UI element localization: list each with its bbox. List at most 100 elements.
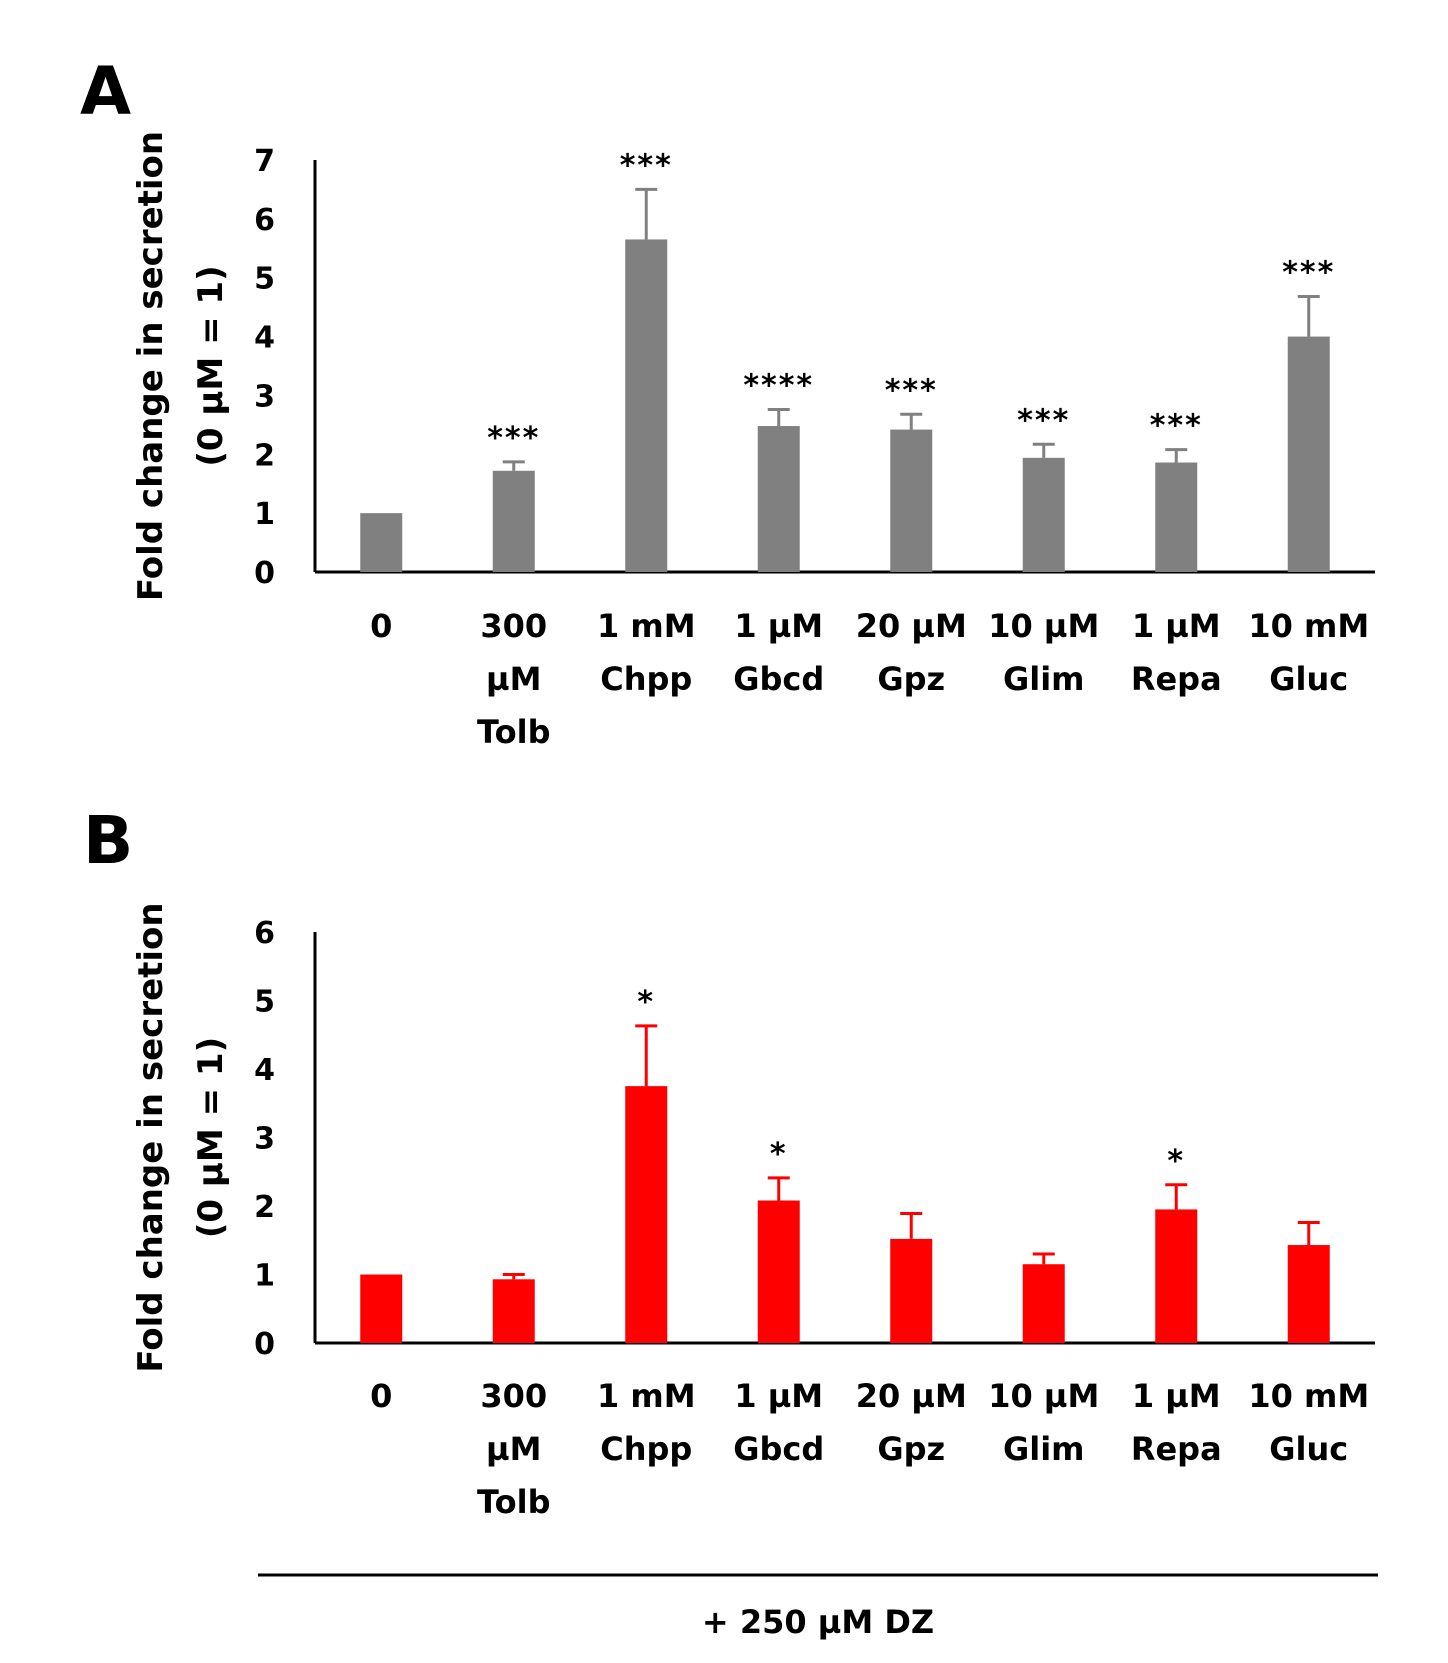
category-label-line: 300 <box>480 607 547 645</box>
bar <box>757 426 800 572</box>
category-label-line: 300 <box>480 1377 547 1415</box>
category-label-line: µM <box>486 660 541 698</box>
panel-b-axes <box>313 932 1375 1345</box>
panel-b-y-ticks: 0 1 2 3 4 5 6 <box>254 916 275 1362</box>
category-label: 1 mM Chpp <box>597 1377 696 1468</box>
category-label-line: 0 <box>370 607 392 645</box>
panel-a-axes <box>313 160 1375 574</box>
category-label-line: Gpz <box>877 1430 945 1468</box>
y-tick-label: 5 <box>254 262 275 297</box>
category-label: 300 µM Tolb <box>477 607 550 751</box>
panel-a-chart: A Fold change in secretion (0 µM = 1) 0 1 2… <box>80 53 1375 751</box>
y-tick-label: 0 <box>254 556 275 591</box>
bar <box>1155 462 1198 572</box>
category-label: 10 µM Glim <box>988 1377 1099 1468</box>
significance-marker: * <box>637 985 655 1020</box>
significance-marker: * <box>770 1137 788 1172</box>
significance-marker: *** <box>1282 256 1335 291</box>
y-tick-label: 4 <box>254 1053 275 1088</box>
bar <box>492 1279 535 1343</box>
bar <box>625 1086 668 1343</box>
category-label: 1 µM Repa <box>1131 1377 1222 1468</box>
y-axis-label-line: Fold change in secretion <box>131 902 171 1372</box>
category-label: 0 <box>370 607 392 645</box>
category-label: 10 µM Glim <box>988 607 1099 698</box>
y-tick-label: 2 <box>254 1190 275 1225</box>
panel-b-bars <box>360 1086 1330 1343</box>
category-label: 1 µM Gbcd <box>733 1377 824 1468</box>
category-label-line: 1 µM <box>1132 1377 1221 1415</box>
panel-a-y-axis-label: Fold change in secretion (0 µM = 1) <box>131 131 231 601</box>
category-label: 10 mM Gluc <box>1248 607 1369 698</box>
category-label-line: 1 µM <box>734 607 823 645</box>
panel-a-significance: ********** ****** ****** <box>487 148 1335 456</box>
bar <box>492 470 535 572</box>
category-label-line: Gluc <box>1269 1430 1348 1468</box>
y-axis-label-line: Fold change in secretion <box>131 131 171 601</box>
panel-b-error-bars <box>502 1024 1320 1280</box>
significance-marker: *** <box>620 148 673 183</box>
bar <box>890 1238 933 1343</box>
bar <box>1287 1245 1330 1343</box>
category-label-line: Gluc <box>1269 660 1348 698</box>
panel-a-category-labels: 0 300 µM Tolb 1 mM Chpp 1 µM Gbcd 20 µM Gpz 10 µM G… <box>370 607 1369 751</box>
significance-marker: *** <box>487 421 540 456</box>
panel-b-significance: * * * <box>637 985 1185 1179</box>
y-tick-label: 1 <box>254 1259 275 1294</box>
y-axis-label-line: (0 µM = 1) <box>191 1037 231 1238</box>
panel-a-label: A <box>80 53 131 130</box>
significance-marker: * <box>1167 1144 1185 1179</box>
panel-b-chart: B Fold change in secretion (0 µM = 1) 0 1 2… <box>83 802 1378 1641</box>
category-label-line: 1 µM <box>734 1377 823 1415</box>
category-label-line: 20 µM <box>856 1377 967 1415</box>
panel-a-y-ticks: 0 1 2 3 4 5 6 7 <box>254 144 275 591</box>
category-label-line: 1 µM <box>1132 607 1221 645</box>
category-label-line: Gbcd <box>733 660 824 698</box>
bar <box>1287 336 1330 572</box>
panel-b-category-labels: 0 300 µM Tolb 1 mM Chpp 1 µM Gbcd 20 µM Gpz 10 µM G… <box>370 1377 1369 1521</box>
category-label-line: Tolb <box>477 713 550 751</box>
panel-b-y-axis-label: Fold change in secretion (0 µM = 1) <box>131 902 231 1372</box>
category-label-line: 1 mM <box>597 1377 696 1415</box>
category-label-line: 10 µM <box>988 607 1099 645</box>
significance-marker: *** <box>885 373 938 408</box>
category-label-line: 0 <box>370 1377 392 1415</box>
category-label-line: Glim <box>1003 1430 1085 1468</box>
category-label-line: µM <box>486 1430 541 1468</box>
bar <box>1022 1264 1065 1343</box>
bar <box>360 513 403 572</box>
y-tick-label: 7 <box>254 144 275 179</box>
y-tick-label: 6 <box>254 203 275 238</box>
category-label: 1 mM Chpp <box>597 607 696 698</box>
y-tick-label: 5 <box>254 985 275 1020</box>
category-label: 1 µM Repa <box>1131 607 1222 698</box>
panel-b-label: B <box>83 802 133 879</box>
category-label: 20 µM Gpz <box>856 607 967 698</box>
category-label: 0 <box>370 1377 392 1415</box>
significance-marker: *** <box>1150 409 1203 444</box>
bar <box>360 1274 403 1343</box>
bar <box>625 239 668 572</box>
category-label-line: 20 µM <box>856 607 967 645</box>
category-label: 300 µM Tolb <box>477 1377 550 1521</box>
bar <box>890 429 933 572</box>
category-label-line: Glim <box>1003 660 1085 698</box>
category-label-line: 1 mM <box>597 607 696 645</box>
category-label-line: Tolb <box>477 1483 550 1521</box>
y-tick-label: 3 <box>254 379 275 414</box>
category-label-line: Repa <box>1131 660 1222 698</box>
y-tick-label: 1 <box>254 497 275 532</box>
y-tick-label: 6 <box>254 916 275 951</box>
panel-a-error-bars <box>502 187 1320 471</box>
bar <box>1022 457 1065 572</box>
category-label-line: Repa <box>1131 1430 1222 1468</box>
bar <box>1155 1209 1198 1343</box>
category-label-line: 10 µM <box>988 1377 1099 1415</box>
y-axis-label-line: (0 µM = 1) <box>191 265 231 466</box>
significance-marker: *** <box>1017 403 1070 438</box>
category-label: 10 mM Gluc <box>1248 1377 1369 1468</box>
y-tick-label: 4 <box>254 321 275 356</box>
category-label-line: Chpp <box>600 660 692 698</box>
significance-marker: **** <box>743 369 814 404</box>
